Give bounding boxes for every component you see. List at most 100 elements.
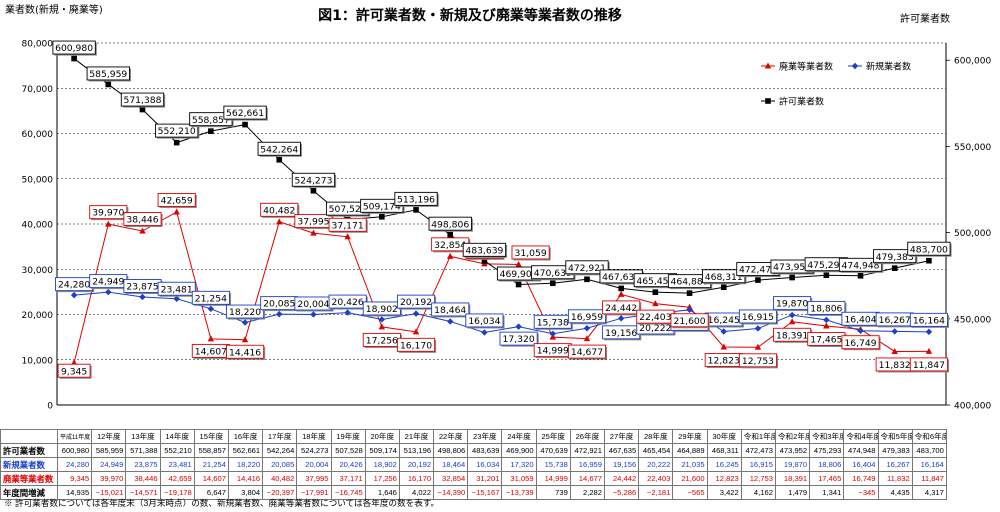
new-data-label: 16,245 bbox=[704, 312, 744, 328]
table-cell: 23,875 bbox=[125, 457, 161, 472]
permit-data-label: 473,952 bbox=[770, 259, 815, 275]
table-cell: 468,311 bbox=[706, 443, 742, 458]
permit-data-label: 467,635 bbox=[599, 269, 644, 285]
abolish-data-label: 16,749 bbox=[841, 335, 881, 351]
new-series-line bbox=[74, 291, 929, 335]
abolish-point bbox=[754, 343, 762, 350]
table-cell: 24,280 bbox=[56, 457, 93, 472]
table-cell: 21,035 bbox=[672, 457, 708, 472]
permit-point bbox=[686, 290, 693, 296]
abolish-point bbox=[70, 359, 78, 366]
data-labels: 24,280 24,949 23,875 23,48121,25418,22020,0… bbox=[52, 40, 952, 379]
permit-data-label: 483,639 bbox=[462, 242, 508, 258]
permit-data-label-text: 475,293 bbox=[807, 260, 845, 271]
permit-data-label: 558,857 bbox=[189, 112, 234, 128]
table-cell: 21,254 bbox=[193, 457, 229, 472]
abolish-data-label-text: 22,403 bbox=[639, 312, 671, 323]
table-cell: 16,267 bbox=[877, 457, 913, 472]
left-tick-label: 0 bbox=[47, 402, 53, 412]
table-cell: 483,700 bbox=[911, 443, 947, 458]
table-header-cell: 21年度 bbox=[398, 429, 435, 444]
new-data-label: 16,267 bbox=[875, 312, 915, 328]
new-point bbox=[788, 311, 796, 319]
table-cell: 20,222 bbox=[638, 457, 674, 472]
abolish-point bbox=[788, 318, 796, 325]
table-cell: 498,806 bbox=[433, 443, 469, 458]
legend-label-new: 新規業者数 bbox=[866, 61, 911, 73]
table-header-cell: 22年度 bbox=[433, 429, 469, 444]
permit-data-label-text: 552,210 bbox=[158, 126, 196, 137]
new-data-label-text: 20,222 bbox=[639, 323, 671, 334]
table-cell: 16,749 bbox=[843, 471, 879, 486]
new-point bbox=[549, 330, 556, 337]
new-point bbox=[851, 62, 859, 70]
table-cell: 19,156 bbox=[603, 457, 640, 472]
permit-point bbox=[789, 274, 795, 281]
new-point bbox=[583, 325, 591, 332]
permit-point bbox=[584, 276, 590, 283]
permit-data-label: 472,473 bbox=[736, 262, 781, 278]
table-cell: 1,479 bbox=[774, 485, 811, 500]
new-point bbox=[925, 328, 933, 336]
abolish-data-label-box bbox=[909, 357, 948, 372]
legend-label-abolish: 廃業等業者数 bbox=[779, 61, 833, 73]
abolish-data-label: 17,256 bbox=[362, 332, 402, 348]
abolish-data-label-text: 16,170 bbox=[400, 340, 432, 351]
table-cell: 469,900 bbox=[501, 443, 537, 458]
permit-data-label-text: 524,273 bbox=[294, 175, 332, 186]
table-header-cell: 25年度 bbox=[535, 429, 571, 444]
table-cell: 16,915 bbox=[740, 457, 776, 472]
table-row: 新規業者数 24,280 24,949 23,875 23,481 21,254 18,22… bbox=[0, 457, 1000, 472]
abolish-data-label-box bbox=[57, 363, 91, 378]
permit-data-label-box bbox=[155, 123, 199, 138]
permit-point bbox=[857, 273, 864, 279]
new-point bbox=[754, 325, 762, 332]
permit-data-label: 562,661 bbox=[223, 105, 268, 121]
left-tick-label: 30,000 bbox=[22, 266, 54, 276]
table-cell: 552,210 bbox=[159, 443, 195, 458]
permit-data-label-text: 558,857 bbox=[192, 115, 230, 126]
table-row-label: 許可業者数 bbox=[0, 443, 58, 458]
table-cell: 464,889 bbox=[672, 443, 708, 458]
new-data-label-box bbox=[499, 331, 538, 346]
new-point bbox=[70, 291, 78, 299]
table-cell: 37,995 bbox=[296, 471, 332, 486]
table-cell: −14,571 bbox=[125, 485, 161, 500]
table-cell: −2,181 bbox=[638, 485, 674, 500]
table-cell: 4,435 bbox=[877, 485, 913, 500]
table-cell: 475,293 bbox=[809, 443, 845, 458]
permit-point bbox=[173, 139, 180, 146]
new-data-label-box bbox=[909, 312, 948, 327]
permit-point bbox=[139, 106, 146, 113]
table-header-cell: 令和3年度 bbox=[809, 429, 845, 444]
new-point bbox=[241, 319, 249, 326]
abolish-data-label-box bbox=[328, 217, 367, 232]
table-header-cell: 16年度 bbox=[227, 429, 264, 444]
permit-point bbox=[310, 187, 317, 194]
table-cell: 9,345 bbox=[56, 471, 93, 486]
abolish-point bbox=[344, 233, 351, 240]
permit-data-label: 600,980 bbox=[52, 40, 97, 56]
table-cell: 1,646 bbox=[364, 485, 400, 500]
table-cell: 507,528 bbox=[330, 443, 366, 458]
abolish-point bbox=[139, 227, 146, 234]
table-cell: 513,196 bbox=[398, 443, 435, 458]
abolish-data-label-box bbox=[511, 245, 550, 260]
table-cell: 479,383 bbox=[877, 443, 913, 458]
abolish-data-label-text: 39,970 bbox=[92, 208, 124, 219]
table-spacer-cell bbox=[946, 472, 1000, 486]
abolish-point bbox=[764, 62, 772, 69]
abolish-data-label: 21,600 bbox=[670, 313, 710, 329]
abolish-point bbox=[105, 220, 112, 227]
footnote: ※ 許可業者数については各年度末（3月末時点）の数、新規業者数、廃業等業者数につ… bbox=[4, 498, 440, 508]
abolish-data-label-text: 42,659 bbox=[161, 196, 193, 207]
left-tick-label: 40,000 bbox=[22, 221, 54, 231]
abolish-point bbox=[617, 290, 625, 297]
permit-data-label: 464,889 bbox=[667, 274, 713, 290]
new-point bbox=[891, 328, 898, 335]
abolish-data-label: 11,832 bbox=[875, 357, 915, 373]
permit-data-label: 542,264 bbox=[257, 141, 302, 157]
new-data-label-text: 16,164 bbox=[913, 315, 945, 326]
left-axis-label: 業者数(新規・廃業等) bbox=[5, 3, 103, 16]
table-header-row: 平成11年度 12年度 13年度 14年度 15年度 16年度 17年度 18年度 19年度 20… bbox=[0, 429, 1000, 444]
